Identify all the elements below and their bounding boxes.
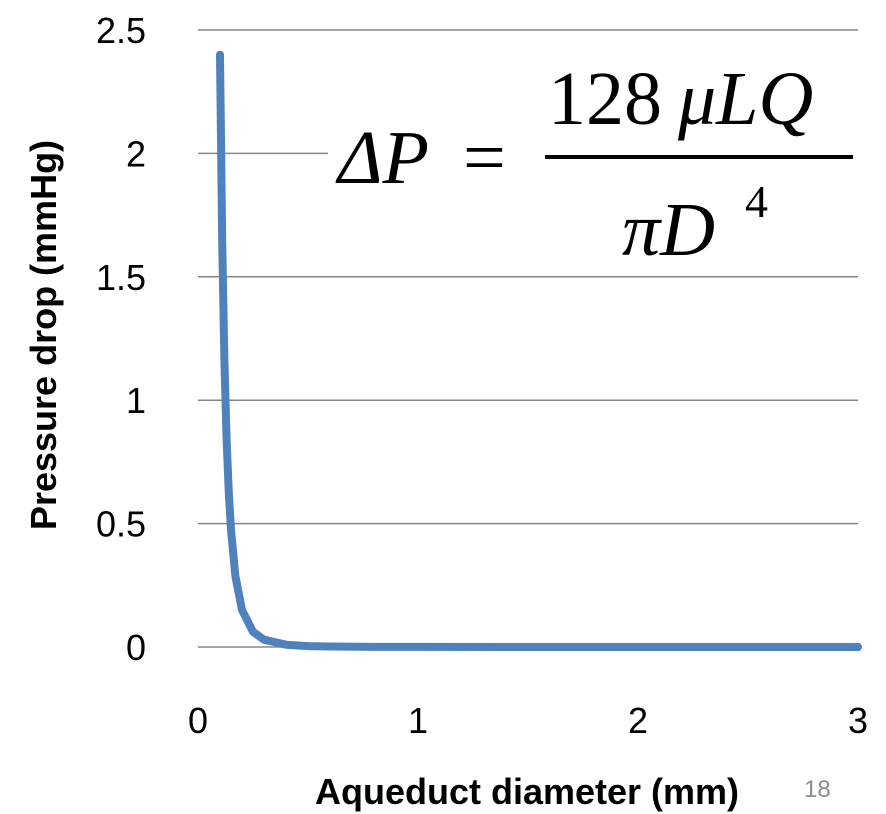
formula-lhs: ΔP <box>335 116 429 200</box>
plot-series <box>216 50 862 651</box>
x-tick-labels: 0 1 2 3 <box>188 700 868 741</box>
y-tick-label: 1.5 <box>96 257 146 298</box>
x-tick-label: 0 <box>188 700 208 741</box>
x-tick-label: 3 <box>848 700 868 741</box>
y-tick-label: 1 <box>126 380 146 421</box>
formula-denominator-base: πD <box>622 188 715 272</box>
y-tick-labels: 0 0.5 1 1.5 2 2.5 <box>96 10 146 668</box>
y-axis-title: Pressure drop (mmHg) <box>23 140 64 530</box>
y-tick-label: 0.5 <box>96 504 146 545</box>
formula-denominator-exponent: 4 <box>745 176 768 227</box>
formula-numerator-vars: μLQ <box>677 57 813 141</box>
y-tick-label: 0 <box>126 627 146 668</box>
formula-numerator-number: 128 <box>548 57 662 141</box>
formula: ΔP = 128 μLQ πD 4 <box>335 57 853 272</box>
x-tick-label: 2 <box>628 700 648 741</box>
slide-number: 18 <box>804 776 831 803</box>
y-tick-label: 2.5 <box>96 10 146 51</box>
formula-equals: = <box>463 116 506 200</box>
series-line-0 <box>216 50 862 651</box>
y-tick-label: 2 <box>126 133 146 174</box>
x-axis-title: Aqueduct diameter (mm) <box>315 771 739 812</box>
x-tick-label: 1 <box>408 700 428 741</box>
